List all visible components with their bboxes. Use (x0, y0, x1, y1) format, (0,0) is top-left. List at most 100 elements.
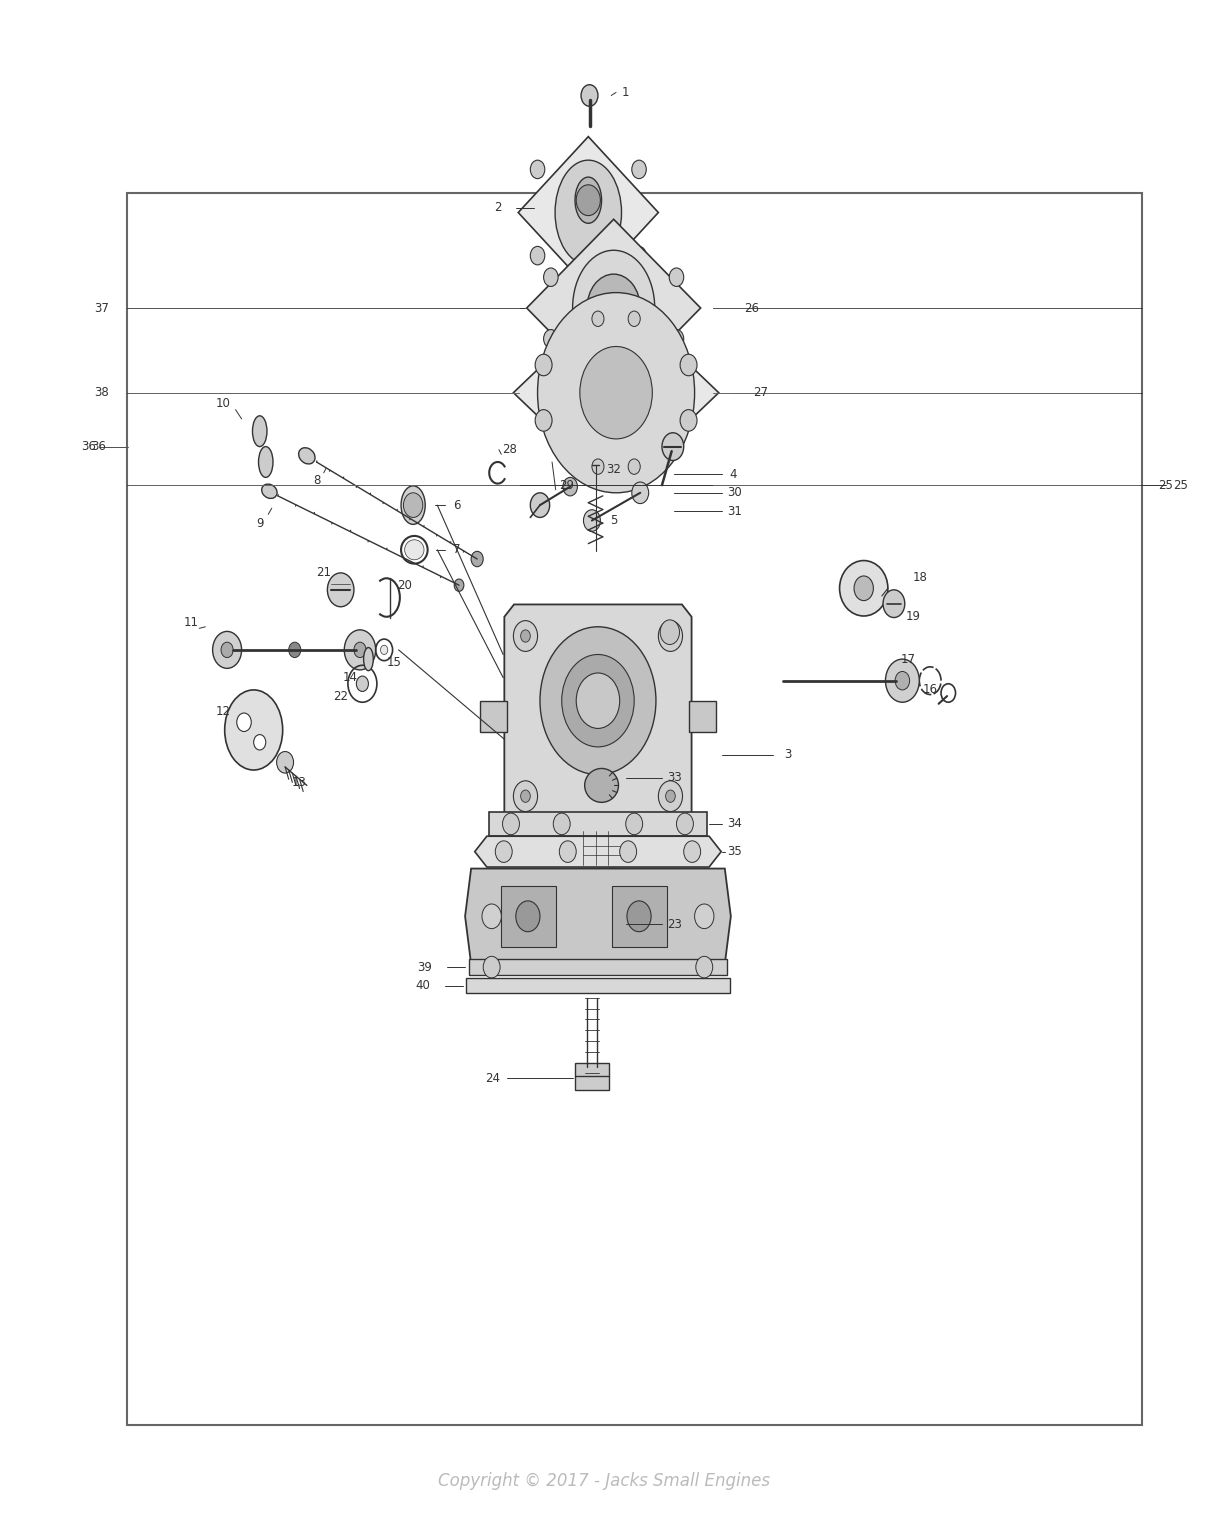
Text: 10: 10 (216, 397, 231, 410)
Text: 40: 40 (416, 979, 430, 992)
Circle shape (592, 311, 604, 326)
Ellipse shape (259, 447, 273, 477)
Polygon shape (513, 294, 719, 491)
Circle shape (471, 551, 483, 567)
Circle shape (530, 160, 545, 179)
Text: 26: 26 (744, 302, 759, 314)
Circle shape (482, 904, 501, 929)
Circle shape (213, 631, 242, 668)
Text: 4: 4 (730, 468, 737, 480)
Circle shape (277, 752, 294, 773)
Circle shape (513, 621, 538, 651)
Bar (480, 701, 507, 732)
Circle shape (530, 493, 550, 517)
Circle shape (666, 630, 675, 642)
Ellipse shape (298, 448, 315, 464)
Circle shape (602, 293, 626, 323)
Circle shape (628, 311, 640, 326)
Ellipse shape (585, 768, 618, 802)
Text: 11: 11 (184, 616, 198, 628)
Circle shape (576, 185, 600, 216)
Circle shape (658, 781, 683, 812)
Circle shape (553, 813, 570, 835)
Text: 22: 22 (333, 690, 348, 702)
Bar (575, 1063, 609, 1090)
Text: 30: 30 (727, 487, 742, 499)
Text: 2: 2 (494, 202, 501, 214)
Ellipse shape (252, 416, 267, 447)
Text: Copyright © 2017 - Jacks Small Engines: Copyright © 2017 - Jacks Small Engines (439, 1472, 769, 1491)
Ellipse shape (225, 690, 283, 770)
Circle shape (695, 904, 714, 929)
Circle shape (576, 673, 620, 728)
Text: 35: 35 (727, 845, 742, 858)
Text: 39: 39 (418, 961, 432, 973)
Circle shape (381, 645, 388, 654)
Text: 32: 32 (606, 464, 621, 476)
Circle shape (581, 85, 598, 106)
Text: 31: 31 (727, 505, 742, 517)
Circle shape (680, 354, 697, 376)
Text: 34: 34 (727, 818, 742, 830)
Text: 5: 5 (610, 514, 617, 527)
Circle shape (662, 433, 684, 460)
Text: 14: 14 (343, 671, 358, 684)
Circle shape (895, 671, 910, 690)
Circle shape (883, 590, 905, 618)
Ellipse shape (840, 561, 888, 616)
Text: 3: 3 (784, 748, 791, 761)
Circle shape (626, 813, 643, 835)
Circle shape (696, 956, 713, 978)
Circle shape (632, 482, 649, 504)
Text: 27: 27 (754, 387, 768, 399)
Text: 23: 23 (667, 918, 681, 930)
Circle shape (658, 621, 683, 651)
Text: 6: 6 (453, 499, 460, 511)
Circle shape (535, 410, 552, 431)
Circle shape (521, 790, 530, 802)
Bar (689, 701, 715, 732)
Text: 8: 8 (313, 474, 320, 487)
Text: 17: 17 (901, 653, 916, 665)
Circle shape (327, 573, 354, 607)
Circle shape (535, 354, 552, 376)
Circle shape (669, 330, 684, 348)
Circle shape (495, 841, 512, 862)
Bar (466, 978, 730, 993)
Circle shape (237, 713, 251, 731)
Circle shape (592, 459, 604, 474)
Circle shape (669, 268, 684, 286)
Circle shape (344, 630, 376, 670)
Circle shape (684, 841, 701, 862)
Circle shape (583, 510, 600, 531)
Circle shape (544, 268, 558, 286)
Circle shape (521, 630, 530, 642)
Bar (489, 812, 707, 836)
Ellipse shape (364, 648, 373, 671)
Text: 25: 25 (1158, 479, 1173, 491)
Text: 38: 38 (94, 387, 109, 399)
Text: 15: 15 (387, 656, 401, 668)
Circle shape (666, 790, 675, 802)
Circle shape (540, 627, 656, 775)
Polygon shape (475, 836, 721, 867)
Ellipse shape (573, 249, 655, 367)
Text: 1: 1 (622, 86, 629, 99)
Circle shape (627, 901, 651, 932)
Text: 18: 18 (913, 571, 928, 584)
Circle shape (356, 676, 368, 691)
Ellipse shape (554, 160, 621, 265)
Text: 21: 21 (316, 567, 331, 579)
Polygon shape (518, 137, 658, 288)
Circle shape (530, 246, 545, 265)
Circle shape (559, 841, 576, 862)
Text: 20: 20 (397, 579, 412, 591)
Text: 28: 28 (503, 444, 517, 456)
Circle shape (620, 841, 637, 862)
Circle shape (632, 246, 646, 265)
Circle shape (289, 642, 301, 658)
Circle shape (676, 813, 693, 835)
Ellipse shape (405, 541, 424, 559)
Circle shape (885, 659, 919, 702)
Ellipse shape (401, 485, 425, 524)
